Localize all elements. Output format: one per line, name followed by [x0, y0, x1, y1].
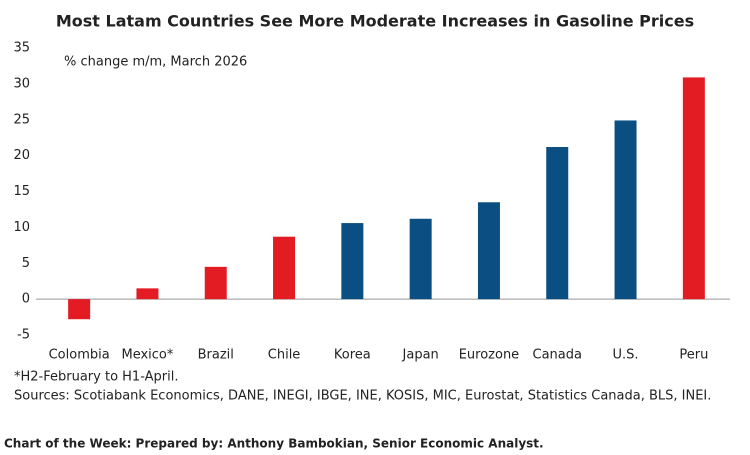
y-tick-label: 25 [13, 112, 30, 127]
y-tick-label: 10 [13, 220, 30, 235]
y-tick-label: 20 [13, 148, 30, 163]
bar [477, 202, 500, 300]
x-tick-label: Colombia [49, 348, 110, 363]
x-tick-label: Brazil [198, 348, 234, 363]
x-tick-label: Mexico* [121, 348, 173, 363]
bar [341, 223, 364, 300]
y-tick-label: 30 [13, 76, 30, 91]
x-tick-label: Canada [533, 348, 582, 363]
footer: Chart of the Week: Prepared by: Anthony … [4, 437, 544, 451]
bar [136, 288, 159, 300]
y-tick-label: 5 [22, 256, 30, 271]
chart-subtitle: % change m/m, March 2026 [64, 55, 247, 70]
x-tick-label: Korea [334, 348, 371, 363]
bar [682, 77, 705, 300]
bar [204, 266, 227, 300]
bar [409, 218, 432, 300]
note: *H2-February to H1-April. [14, 370, 178, 385]
x-tick-label: Eurozone [459, 348, 519, 363]
chart-title: Most Latam Countries See More Moderate I… [56, 12, 694, 31]
y-tick-label: 35 [13, 41, 30, 56]
y-tick-label: 15 [13, 184, 30, 199]
note: Sources: Scotiabank Economics, DANE, INE… [14, 389, 711, 404]
x-tick-label: Chile [268, 348, 301, 363]
bar [273, 236, 296, 300]
y-tick-label: 0 [22, 292, 30, 307]
y-tick-label: -5 [17, 328, 30, 343]
bar [614, 120, 637, 300]
x-tick-label: Peru [679, 348, 708, 363]
bar [68, 299, 91, 320]
x-tick-label: Japan [402, 348, 439, 363]
x-tick-label: U.S. [613, 348, 639, 363]
bar [546, 147, 569, 300]
